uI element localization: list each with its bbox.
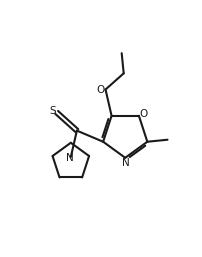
Text: S: S <box>49 106 56 116</box>
Text: O: O <box>96 85 105 95</box>
Text: N: N <box>66 153 74 163</box>
Text: N: N <box>122 158 130 168</box>
Text: O: O <box>140 109 148 119</box>
